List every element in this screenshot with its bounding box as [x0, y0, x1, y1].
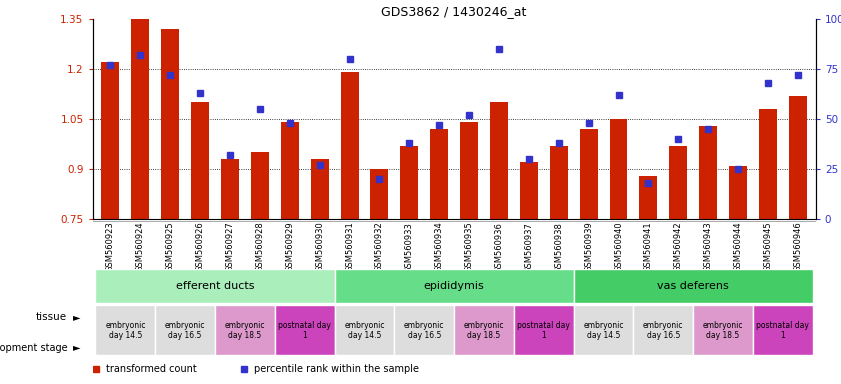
Bar	[729, 166, 747, 219]
Text: GSM560941: GSM560941	[644, 222, 653, 272]
Text: GSM560924: GSM560924	[136, 222, 145, 272]
Text: GSM560936: GSM560936	[495, 222, 504, 273]
Text: GSM560926: GSM560926	[196, 222, 204, 273]
Bar	[96, 305, 156, 355]
Text: GSM560935: GSM560935	[464, 222, 473, 273]
Bar	[215, 305, 275, 355]
Bar	[460, 122, 478, 219]
Bar	[574, 305, 633, 355]
Text: GSM560929: GSM560929	[285, 222, 294, 272]
Bar	[341, 73, 358, 219]
Bar	[335, 269, 574, 303]
Bar	[400, 146, 418, 219]
Text: ►: ►	[73, 312, 81, 322]
Text: GSM560930: GSM560930	[315, 222, 324, 273]
Text: GSM560940: GSM560940	[614, 222, 623, 272]
Bar	[639, 175, 658, 219]
Text: embryonic
day 18.5: embryonic day 18.5	[463, 321, 505, 340]
Text: embryonic
day 18.5: embryonic day 18.5	[703, 321, 743, 340]
Text: tissue: tissue	[36, 312, 67, 322]
Bar	[514, 305, 574, 355]
Bar	[550, 146, 568, 219]
Text: embryonic
day 14.5: embryonic day 14.5	[105, 321, 145, 340]
Bar	[191, 103, 209, 219]
Bar	[370, 169, 389, 219]
Text: GSM560923: GSM560923	[106, 222, 115, 273]
Text: GSM560942: GSM560942	[674, 222, 683, 272]
Bar	[574, 269, 812, 303]
Bar	[394, 305, 454, 355]
Bar	[789, 96, 807, 219]
Text: percentile rank within the sample: percentile rank within the sample	[254, 364, 419, 374]
Bar	[759, 109, 777, 219]
Text: GSM560931: GSM560931	[345, 222, 354, 273]
Text: GSM560925: GSM560925	[166, 222, 175, 272]
Title: GDS3862 / 1430246_at: GDS3862 / 1430246_at	[382, 5, 526, 18]
Text: transformed count: transformed count	[105, 364, 196, 374]
Text: GSM560945: GSM560945	[764, 222, 772, 272]
Text: development stage: development stage	[0, 343, 67, 353]
Bar	[693, 305, 753, 355]
Text: GSM560928: GSM560928	[256, 222, 264, 273]
Text: postnatal day
1: postnatal day 1	[517, 321, 570, 340]
Bar	[102, 63, 119, 219]
Bar	[156, 305, 215, 355]
Text: embryonic
day 16.5: embryonic day 16.5	[643, 321, 684, 340]
Bar	[633, 305, 693, 355]
Bar	[275, 305, 335, 355]
Text: embryonic
day 16.5: embryonic day 16.5	[165, 321, 205, 340]
Text: GSM560933: GSM560933	[405, 222, 414, 273]
Text: embryonic
day 18.5: embryonic day 18.5	[225, 321, 265, 340]
Text: epididymis: epididymis	[424, 281, 484, 291]
Bar	[335, 305, 394, 355]
Text: ►: ►	[73, 343, 81, 353]
Text: GSM560934: GSM560934	[435, 222, 444, 273]
Bar	[579, 129, 598, 219]
Text: GSM560938: GSM560938	[554, 222, 563, 273]
Text: efferent ducts: efferent ducts	[176, 281, 254, 291]
Bar	[131, 19, 150, 219]
Bar	[96, 269, 335, 303]
Bar	[454, 305, 514, 355]
Bar	[520, 162, 538, 219]
Text: GSM560939: GSM560939	[584, 222, 593, 273]
Text: GSM560943: GSM560943	[704, 222, 712, 273]
Text: GSM560927: GSM560927	[225, 222, 235, 273]
Text: vas deferens: vas deferens	[658, 281, 729, 291]
Bar	[699, 126, 717, 219]
Text: embryonic
day 14.5: embryonic day 14.5	[584, 321, 624, 340]
Bar	[753, 305, 812, 355]
Text: GSM560946: GSM560946	[793, 222, 802, 273]
Bar	[251, 152, 269, 219]
Text: postnatal day
1: postnatal day 1	[278, 321, 331, 340]
Text: embryonic
day 14.5: embryonic day 14.5	[344, 321, 384, 340]
Text: embryonic
day 16.5: embryonic day 16.5	[404, 321, 445, 340]
Bar	[161, 29, 179, 219]
Bar	[281, 122, 299, 219]
Bar	[490, 103, 508, 219]
Bar	[610, 119, 627, 219]
Text: GSM560944: GSM560944	[733, 222, 743, 272]
Text: GSM560932: GSM560932	[375, 222, 384, 273]
Bar	[221, 159, 239, 219]
Bar	[431, 129, 448, 219]
Text: postnatal day
1: postnatal day 1	[756, 321, 809, 340]
Bar	[310, 159, 329, 219]
Text: GSM560937: GSM560937	[524, 222, 533, 273]
Bar	[669, 146, 687, 219]
